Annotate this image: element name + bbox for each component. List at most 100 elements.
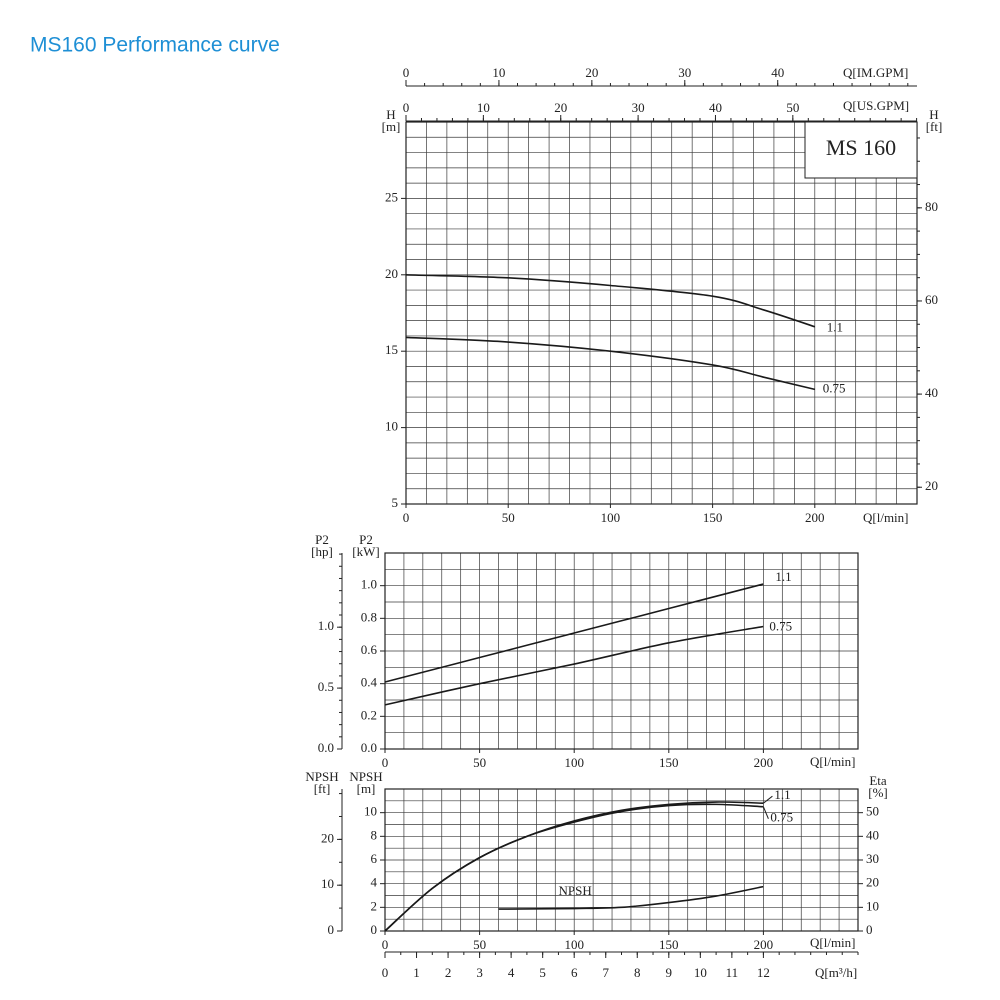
y2-tick-label: 0.5 (318, 679, 334, 694)
axis-label: Q[m³/h] (815, 965, 857, 980)
axis-tick-label: 12 (757, 965, 770, 980)
leader-line (762, 806, 769, 819)
axis-tick-label: 3 (476, 965, 483, 980)
curve (384, 583, 764, 683)
axis-label: NPSH (349, 769, 382, 784)
y2-tick-label: 0 (866, 922, 873, 937)
axis-tick-label: 40 (771, 65, 784, 80)
axis-tick-label: 10 (694, 965, 707, 980)
axis-label: Q[IM.GPM] (843, 65, 908, 80)
x-tick-label: 0 (382, 937, 389, 952)
y3-tick-label: 10 (321, 876, 334, 891)
y-tick-label: 10 (364, 804, 377, 819)
axis-unit: [ft] (926, 119, 943, 134)
page-title: MS160 Performance curve (30, 34, 280, 57)
y-tick-label: 0.2 (361, 707, 377, 722)
leader-line (763, 795, 773, 804)
axis-label: H (386, 107, 395, 122)
axis-tick-label: 2 (445, 965, 452, 980)
y-tick-label: 0.4 (361, 675, 378, 690)
x-tick-label: 50 (473, 755, 486, 770)
axis-label: H (929, 107, 938, 122)
curve (384, 803, 764, 932)
axis-tick-label: 20 (554, 100, 567, 115)
axis-tick-label: 10 (492, 65, 505, 80)
annotation-box (804, 121, 918, 179)
axis-unit: [hp] (311, 544, 333, 559)
x-tick-label: 100 (564, 755, 584, 770)
curve (405, 274, 816, 328)
axis-tick-label: 30 (678, 65, 691, 80)
y2-tick-label: 0.0 (318, 740, 334, 755)
y2-tick-label: 50 (866, 804, 879, 819)
axis-tick-label: 20 (585, 65, 598, 80)
axis-label: Eta (869, 773, 887, 788)
y3-tick-label: 20 (321, 830, 334, 845)
annotation: MS 160 (826, 135, 896, 160)
y-tick-label: 1.0 (361, 577, 377, 592)
y-tick-label: 20 (385, 266, 398, 281)
y-tick-label: 2 (371, 898, 378, 913)
y2-tick-label: 20 (866, 875, 879, 890)
axis-label: NPSH (305, 769, 338, 784)
y2-tick-label: 40 (866, 827, 879, 842)
axis-tick-label: 40 (709, 100, 722, 115)
y-tick-label: 0.8 (361, 609, 377, 624)
axis-unit: [m] (382, 119, 401, 134)
x-tick-label: 100 (601, 510, 621, 525)
series-label: 0.75 (769, 618, 792, 633)
plot-frame (405, 121, 918, 505)
axis-tick-label: 0 (403, 65, 410, 80)
y-tick-label: 8 (371, 827, 378, 842)
axis-unit: [m] (357, 781, 376, 796)
series-label: 0.75 (770, 810, 793, 825)
x-tick-label: 200 (754, 937, 774, 952)
axis-label: Q[l/min] (810, 935, 856, 950)
y2-tick-label: 30 (866, 851, 879, 866)
axis-tick-label: 4 (508, 965, 515, 980)
y-tick-label: 25 (385, 189, 398, 204)
axis-label: Q[l/min] (863, 510, 909, 525)
axis-label: P2 (315, 532, 329, 547)
y2-tick-label: 80 (925, 199, 938, 214)
x-tick-label: 100 (564, 937, 584, 952)
axis-label: Q[l/min] (810, 754, 856, 769)
axis-tick-label: 7 (602, 965, 609, 980)
x-tick-label: 200 (754, 755, 774, 770)
series-label: 1.1 (827, 320, 843, 335)
axis-tick-label: 30 (632, 100, 645, 115)
axis-tick-label: 5 (539, 965, 546, 980)
y2-tick-label: 60 (925, 292, 938, 307)
y-tick-label: 0.0 (361, 740, 377, 755)
y-tick-label: 5 (392, 495, 399, 510)
x-tick-label: 150 (659, 755, 679, 770)
axis-tick-label: 9 (666, 965, 673, 980)
axis-label: Q[US.GPM] (843, 98, 909, 113)
axis-tick-label: 8 (634, 965, 641, 980)
x-tick-label: 0 (403, 510, 410, 525)
x-tick-label: 50 (502, 510, 515, 525)
curve (498, 885, 764, 910)
curve (405, 336, 815, 391)
axis-label: P2 (359, 532, 373, 547)
x-tick-label: 200 (805, 510, 825, 525)
y-tick-label: 0 (371, 922, 378, 937)
x-tick-label: 150 (659, 937, 679, 952)
x-tick-label: 0 (382, 755, 389, 770)
y-tick-label: 4 (371, 875, 378, 890)
axis-tick-label: 6 (571, 965, 578, 980)
series-label: 0.75 (823, 380, 846, 395)
y-tick-label: 10 (385, 419, 398, 434)
axis-tick-label: 0 (382, 965, 389, 980)
series-label: 1.1 (774, 787, 790, 802)
y-tick-label: 15 (385, 342, 398, 357)
y2-tick-label: 1.0 (318, 618, 334, 633)
series-label: NPSH (559, 883, 592, 898)
curve (384, 625, 764, 706)
y2-tick-label: 40 (925, 385, 938, 400)
axis-tick-label: 50 (786, 100, 799, 115)
axis-tick-label: 10 (477, 100, 490, 115)
y2-tick-label: 20 (925, 478, 938, 493)
y-tick-label: 6 (371, 851, 378, 866)
